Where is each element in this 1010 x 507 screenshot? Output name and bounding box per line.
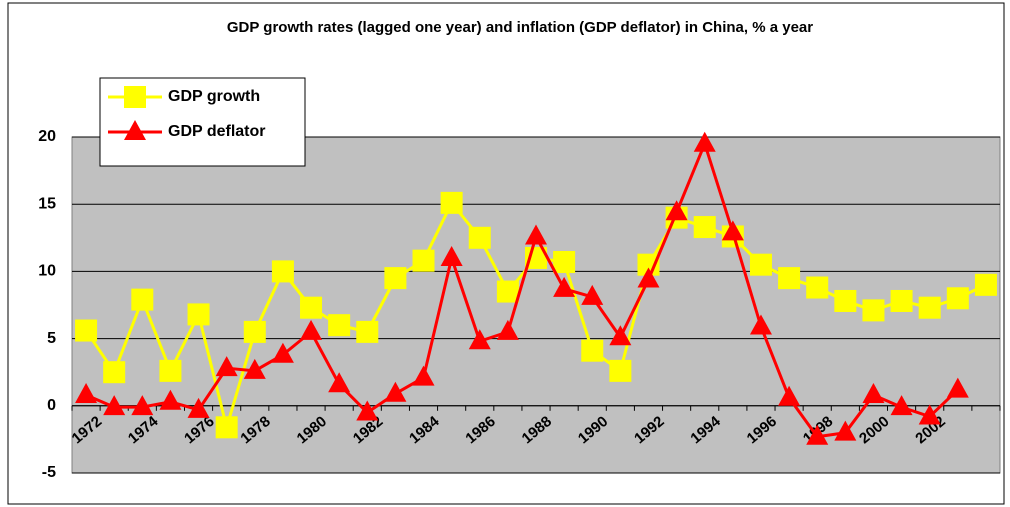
triangle-marker <box>496 319 519 340</box>
triangle-marker <box>412 365 435 386</box>
legend-label: GDP growth <box>168 88 260 105</box>
triangle-marker <box>609 325 632 346</box>
triangle-marker <box>749 314 772 335</box>
square-marker <box>300 296 323 319</box>
y-tick-label: -5 <box>42 464 56 481</box>
triangle-marker <box>131 395 154 416</box>
square-marker <box>159 359 182 382</box>
square-marker <box>693 216 716 239</box>
square-marker <box>131 288 154 311</box>
square-marker <box>187 303 210 326</box>
square-marker <box>974 273 997 296</box>
triangle-marker <box>356 400 379 421</box>
triangle-marker <box>890 395 913 416</box>
square-marker <box>215 416 238 439</box>
y-tick-label: 5 <box>47 330 56 347</box>
triangle-marker <box>525 224 547 245</box>
triangle-marker <box>553 276 576 297</box>
triangle-marker <box>665 200 688 221</box>
square-marker <box>778 267 801 290</box>
y-tick-label: 10 <box>38 263 56 280</box>
square-marker <box>946 287 969 310</box>
triangle-marker <box>581 284 604 305</box>
square-marker <box>806 276 829 299</box>
triangle-marker <box>946 377 969 398</box>
square-marker <box>468 226 491 249</box>
triangle-marker <box>693 131 716 152</box>
square-marker <box>918 296 941 319</box>
triangle-marker <box>806 424 829 445</box>
triangle-marker <box>637 267 660 288</box>
triangle-marker <box>862 383 885 404</box>
chart-title: GDP growth rates (lagged one year) and i… <box>226 19 814 36</box>
square-marker <box>440 191 463 214</box>
triangle-marker <box>243 358 266 379</box>
triangle-marker <box>468 329 491 350</box>
square-marker <box>103 361 126 384</box>
triangle-marker <box>159 389 182 410</box>
triangle-marker <box>75 383 98 404</box>
triangle-marker <box>778 385 801 406</box>
square-marker <box>412 249 435 272</box>
square-marker <box>384 267 407 290</box>
square-marker <box>356 320 379 343</box>
triangle-marker <box>328 372 351 393</box>
square-marker <box>75 319 98 342</box>
square-marker <box>749 253 772 276</box>
y-tick-label: 0 <box>47 397 56 414</box>
square-marker <box>271 260 294 283</box>
y-tick-label: 15 <box>38 195 56 212</box>
square-marker <box>496 280 519 303</box>
triangle-marker <box>721 220 744 241</box>
square-marker <box>243 320 266 343</box>
square-marker <box>553 250 576 273</box>
triangle-marker <box>271 342 294 363</box>
triangle-marker <box>124 120 146 140</box>
square-marker <box>890 289 913 312</box>
square-marker <box>124 86 146 108</box>
legend-label: GDP deflator <box>168 123 266 140</box>
triangle-marker <box>215 356 238 377</box>
triangle-marker <box>440 245 463 266</box>
triangle-marker <box>103 395 126 416</box>
y-tick-label: 20 <box>38 128 56 145</box>
triangle-marker <box>384 381 407 402</box>
square-marker <box>609 359 632 382</box>
square-marker <box>581 339 604 362</box>
triangle-marker <box>187 397 210 418</box>
square-marker <box>328 314 351 337</box>
square-marker <box>834 289 857 312</box>
square-marker <box>862 299 885 322</box>
triangle-marker <box>834 420 857 441</box>
triangle-marker <box>918 404 941 425</box>
triangle-marker <box>300 319 323 340</box>
